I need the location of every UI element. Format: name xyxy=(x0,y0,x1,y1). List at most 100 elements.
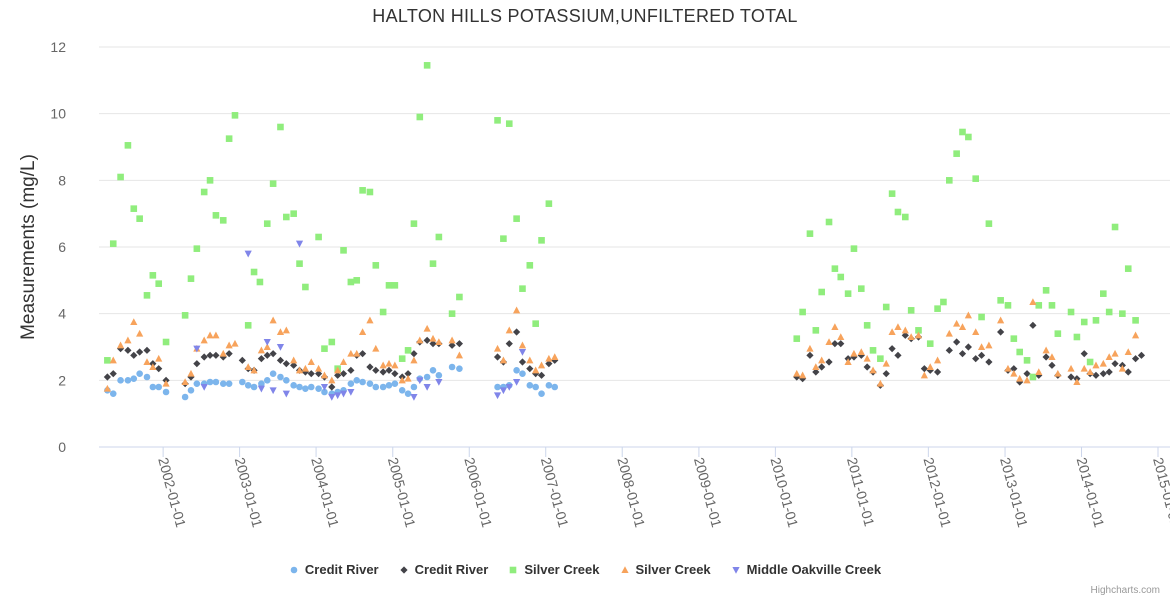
legend-item[interactable]: Credit River xyxy=(289,562,379,577)
data-point xyxy=(1124,348,1132,355)
x-tick-label: 2005-01-01 xyxy=(385,456,419,530)
data-point xyxy=(181,312,189,319)
data-point xyxy=(283,213,290,221)
triangle-marker-icon xyxy=(620,565,629,573)
data-point xyxy=(225,135,233,142)
data-point xyxy=(494,383,501,391)
data-point xyxy=(500,235,507,242)
data-point xyxy=(379,308,387,316)
legend-item[interactable]: Middle Oakville Creek xyxy=(731,562,881,577)
data-point xyxy=(296,383,303,391)
data-point xyxy=(256,278,264,286)
data-point xyxy=(416,336,424,344)
data-point xyxy=(347,349,355,357)
data-point xyxy=(143,346,151,354)
data-point xyxy=(455,351,464,359)
data-point xyxy=(385,366,393,374)
data-point xyxy=(1023,376,1031,384)
data-point xyxy=(953,338,961,346)
y-tick-label: 6 xyxy=(58,239,66,255)
legend-label: Credit River xyxy=(414,562,489,577)
data-point xyxy=(526,262,534,269)
data-point xyxy=(920,365,928,373)
data-point xyxy=(806,344,814,352)
legend-item[interactable]: Credit River xyxy=(399,562,489,577)
data-point xyxy=(901,213,909,221)
x-tick-label: 2012-01-01 xyxy=(920,456,954,530)
data-point xyxy=(1035,302,1043,309)
data-point xyxy=(130,318,138,325)
data-point xyxy=(162,388,170,396)
data-point xyxy=(837,333,845,340)
data-point xyxy=(282,390,290,398)
data-point xyxy=(429,260,437,267)
x-tick-label: 2008-01-01 xyxy=(614,456,648,530)
series-3 xyxy=(103,298,1140,392)
data-point xyxy=(366,363,374,371)
legend-item[interactable]: Silver Creek xyxy=(508,562,600,577)
data-point xyxy=(869,366,877,374)
data-point xyxy=(953,150,960,157)
data-point xyxy=(104,357,111,364)
data-point xyxy=(1004,302,1012,309)
data-point xyxy=(907,307,915,314)
data-point xyxy=(806,230,814,237)
x-tick-label: 2002-01-01 xyxy=(155,456,189,530)
data-point xyxy=(499,387,508,395)
data-point xyxy=(263,339,271,346)
data-point xyxy=(143,373,151,381)
data-point xyxy=(321,345,328,352)
data-point xyxy=(1029,298,1037,305)
data-point xyxy=(1010,365,1018,373)
data-point xyxy=(1137,351,1146,359)
data-point xyxy=(314,370,323,378)
data-point xyxy=(328,394,336,401)
data-point xyxy=(116,341,125,349)
data-point xyxy=(526,382,534,389)
data-point xyxy=(269,370,277,377)
data-point xyxy=(307,370,315,378)
data-point xyxy=(347,366,355,374)
data-point xyxy=(103,373,111,381)
data-point xyxy=(1067,364,1075,372)
data-point xyxy=(831,323,839,330)
credits-link[interactable]: Highcharts.com xyxy=(1090,585,1160,596)
data-point xyxy=(136,329,144,337)
data-point xyxy=(505,384,513,391)
data-point xyxy=(513,328,521,336)
data-point xyxy=(538,390,545,397)
data-point xyxy=(347,389,355,396)
data-point xyxy=(263,377,271,384)
data-point xyxy=(416,377,424,385)
data-point xyxy=(257,385,265,393)
data-point xyxy=(404,347,412,354)
data-point xyxy=(455,340,464,348)
data-point xyxy=(863,354,871,362)
legend-item[interactable]: Silver Creek xyxy=(620,562,711,577)
data-point xyxy=(136,348,144,356)
data-point xyxy=(277,373,284,381)
data-point xyxy=(526,365,534,373)
data-point xyxy=(825,358,833,366)
data-point xyxy=(1048,302,1056,309)
data-point xyxy=(435,338,443,345)
legend-symbol xyxy=(620,565,629,573)
data-point xyxy=(1010,335,1018,342)
data-point xyxy=(130,351,138,359)
data-point xyxy=(269,387,277,395)
data-point xyxy=(1099,370,1107,378)
legend-symbol xyxy=(400,565,408,574)
data-point xyxy=(155,365,163,373)
data-point xyxy=(379,368,387,376)
data-point xyxy=(837,340,845,348)
data-point xyxy=(1042,353,1050,361)
data-point xyxy=(212,351,220,359)
data-point xyxy=(219,380,227,387)
data-point xyxy=(1111,223,1119,231)
data-point xyxy=(353,277,361,284)
data-point xyxy=(493,392,502,400)
x-tick-label: 2010-01-01 xyxy=(767,456,801,530)
data-point xyxy=(519,370,526,377)
data-point xyxy=(545,354,553,362)
data-point xyxy=(799,371,807,379)
